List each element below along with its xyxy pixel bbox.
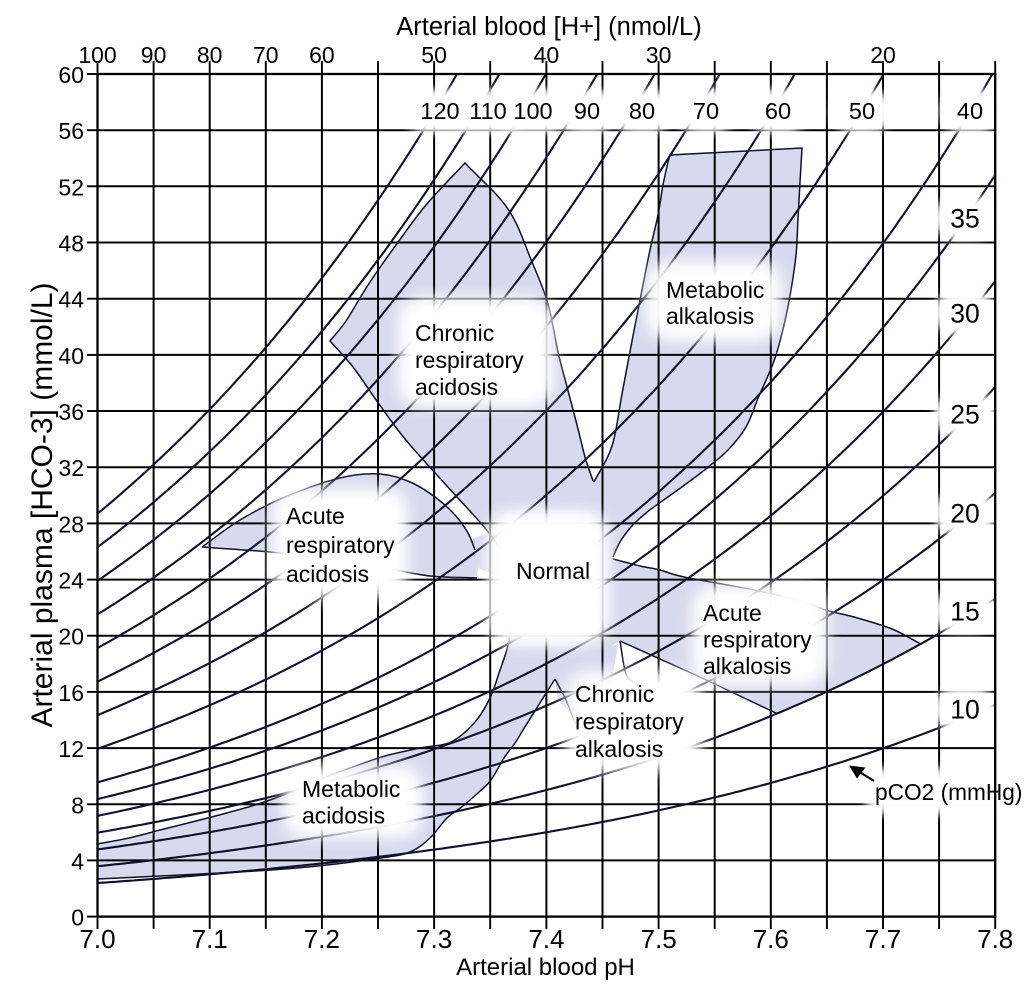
svg-text:16: 16 — [58, 680, 84, 706]
svg-text:7.1: 7.1 — [192, 924, 228, 954]
svg-text:40: 40 — [957, 98, 983, 124]
svg-text:70: 70 — [693, 98, 719, 124]
svg-text:10: 10 — [950, 695, 979, 725]
svg-text:80: 80 — [629, 98, 655, 124]
svg-text:30: 30 — [646, 42, 672, 68]
svg-text:Arterial plasma [HCO-3] (mmol/: Arterial plasma [HCO-3] (mmol/L) — [26, 282, 59, 727]
svg-text:120: 120 — [420, 98, 459, 124]
svg-text:28: 28 — [58, 511, 84, 537]
svg-text:0: 0 — [71, 905, 84, 931]
svg-text:80: 80 — [197, 42, 223, 68]
svg-text:60: 60 — [309, 42, 335, 68]
svg-text:100: 100 — [78, 42, 116, 68]
svg-text:7.0: 7.0 — [79, 924, 115, 954]
svg-text:90: 90 — [574, 98, 600, 124]
svg-text:35: 35 — [950, 204, 979, 234]
svg-text:7.5: 7.5 — [641, 924, 677, 954]
svg-text:40: 40 — [534, 42, 560, 68]
svg-text:30: 30 — [950, 299, 979, 329]
svg-text:7.2: 7.2 — [304, 924, 340, 954]
svg-text:40: 40 — [58, 343, 84, 369]
svg-text:15: 15 — [950, 597, 979, 627]
svg-text:Acute: Acute — [286, 503, 345, 529]
svg-text:respiratory: respiratory — [286, 532, 395, 558]
svg-text:50: 50 — [421, 42, 447, 68]
svg-text:Metabolic: Metabolic — [302, 776, 400, 802]
svg-text:32: 32 — [58, 455, 84, 481]
svg-text:25: 25 — [950, 400, 979, 430]
svg-text:20: 20 — [58, 624, 84, 650]
svg-text:20: 20 — [870, 42, 896, 68]
svg-text:acidosis: acidosis — [302, 803, 385, 829]
svg-text:7.7: 7.7 — [865, 924, 901, 954]
svg-text:alkalosis: alkalosis — [703, 653, 791, 679]
svg-text:Acute: Acute — [703, 600, 762, 626]
svg-text:48: 48 — [58, 231, 84, 257]
svg-text:alkalosis: alkalosis — [575, 736, 663, 762]
svg-text:pCO2 (mmHg): pCO2 (mmHg) — [875, 779, 1022, 805]
svg-text:acidosis: acidosis — [286, 561, 369, 587]
svg-text:Arterial blood pH: Arterial blood pH — [456, 954, 635, 981]
svg-text:60: 60 — [58, 62, 84, 88]
svg-text:90: 90 — [141, 42, 167, 68]
svg-text:12: 12 — [58, 736, 84, 762]
svg-text:70: 70 — [253, 42, 279, 68]
svg-text:respiratory: respiratory — [703, 627, 812, 653]
svg-text:7.6: 7.6 — [753, 924, 789, 954]
svg-text:Metabolic: Metabolic — [666, 277, 764, 303]
svg-text:7.8: 7.8 — [977, 924, 1013, 954]
svg-text:56: 56 — [58, 118, 84, 144]
svg-text:Normal: Normal — [516, 558, 590, 584]
svg-text:Arterial blood [H+] (nmol/L): Arterial blood [H+] (nmol/L) — [396, 13, 701, 41]
svg-text:36: 36 — [58, 399, 84, 425]
svg-text:4: 4 — [71, 848, 84, 874]
svg-text:60: 60 — [765, 98, 791, 124]
svg-text:50: 50 — [849, 98, 875, 124]
svg-text:100: 100 — [513, 98, 552, 124]
svg-text:Chronic: Chronic — [575, 681, 654, 707]
svg-text:52: 52 — [58, 174, 84, 200]
svg-text:110: 110 — [469, 98, 506, 124]
svg-text:respiratory: respiratory — [575, 709, 684, 735]
svg-text:20: 20 — [950, 499, 979, 529]
svg-text:24: 24 — [58, 568, 84, 594]
svg-text:acidosis: acidosis — [415, 374, 498, 400]
svg-text:44: 44 — [58, 287, 84, 313]
svg-text:8: 8 — [71, 792, 84, 818]
svg-text:7.4: 7.4 — [528, 924, 564, 954]
svg-text:Chronic: Chronic — [415, 320, 494, 346]
svg-text:alkalosis: alkalosis — [666, 303, 754, 329]
svg-text:respiratory: respiratory — [415, 347, 524, 373]
svg-text:7.3: 7.3 — [416, 924, 452, 954]
